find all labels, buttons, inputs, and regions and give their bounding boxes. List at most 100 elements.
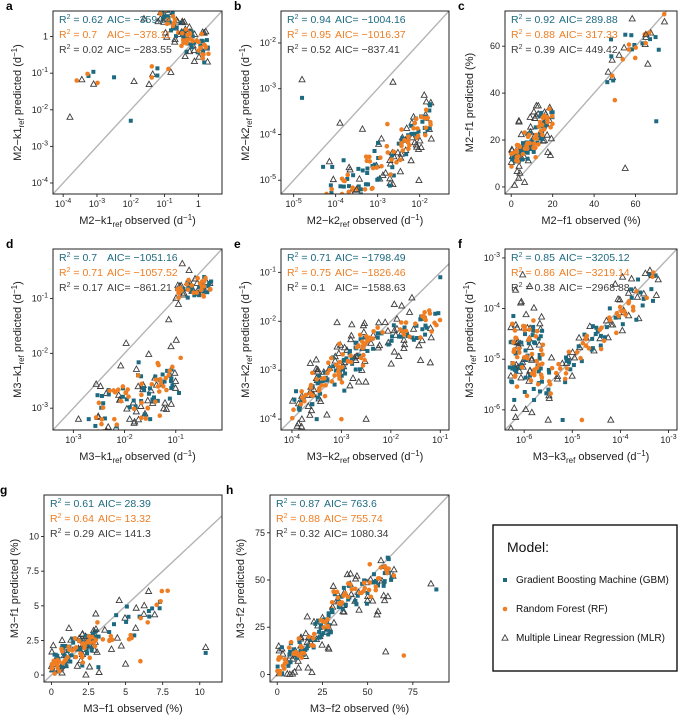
point-mlr xyxy=(134,382,142,390)
point-gbm xyxy=(365,170,370,175)
point-gbm xyxy=(114,613,119,618)
panel-label: e xyxy=(234,237,241,251)
point-mlr xyxy=(91,609,100,617)
point-mlr xyxy=(627,274,636,282)
point-rf xyxy=(549,365,555,371)
point-gbm xyxy=(390,153,395,158)
point-rf xyxy=(155,360,161,366)
point-gbm xyxy=(512,397,517,402)
point-gbm xyxy=(532,398,537,403)
point-mlr xyxy=(415,341,423,349)
point-mlr xyxy=(644,59,652,67)
legend-marker-mlr xyxy=(501,633,509,641)
point-mlr xyxy=(140,601,148,609)
point-mlr xyxy=(660,0,666,4)
point-gbm xyxy=(420,119,425,124)
point-rf xyxy=(514,384,520,389)
point-gbm xyxy=(170,11,175,15)
x-tick-label: 0 xyxy=(49,687,54,697)
point-gbm xyxy=(611,78,616,83)
panel-h: 00 25 25 50 50 75 75 M3−f2 observed (%) M3−f2 pr… xyxy=(226,483,450,715)
point-rf xyxy=(336,373,342,378)
point-gbm xyxy=(366,182,371,187)
point-gbm xyxy=(349,357,354,362)
point-rf xyxy=(425,115,431,121)
point-gbm xyxy=(630,47,635,52)
point-gbm xyxy=(69,653,74,658)
point-gbm xyxy=(288,649,293,654)
point-rf xyxy=(513,335,518,341)
x-tick-label: 10-6 xyxy=(516,434,532,445)
point-mlr xyxy=(528,354,536,362)
point-mlr xyxy=(167,399,176,407)
point-rf xyxy=(520,323,526,329)
point-rf xyxy=(630,304,636,310)
point-gbm xyxy=(331,364,336,369)
point-gbm xyxy=(150,397,155,402)
point-rf xyxy=(361,343,366,348)
panel-f: 10-6 10-6 10-5 10-5 10-4 10-4 10-3 10-3 M3−k3ref… xyxy=(458,237,678,465)
plot-frame xyxy=(280,10,450,195)
point-rf xyxy=(553,370,559,376)
point-mlr xyxy=(318,640,326,648)
point-mlr xyxy=(143,0,149,5)
point-gbm xyxy=(319,632,324,637)
point-rf xyxy=(391,149,397,155)
point-rf xyxy=(367,580,373,585)
legend-label-mlr: Multiple Linear Regression (MLR) xyxy=(516,633,665,644)
point-rf xyxy=(310,370,315,376)
point-rf xyxy=(346,189,352,194)
point-rf xyxy=(531,141,537,146)
point-gbm xyxy=(519,340,524,345)
x-tick-label: 10-2 xyxy=(412,198,428,209)
x-tick-label: 10-1 xyxy=(156,198,172,209)
legend: Model: Gradient Boosting Machine (GBM) Ran… xyxy=(492,524,678,672)
point-mlr xyxy=(521,405,530,413)
point-gbm xyxy=(398,334,403,339)
point-rf xyxy=(415,133,421,139)
point-gbm xyxy=(102,416,107,421)
point-gbm xyxy=(329,607,334,612)
point-gbm xyxy=(632,42,637,47)
x-tick-label: 1 xyxy=(196,199,201,209)
point-gbm xyxy=(424,325,429,330)
point-rf xyxy=(580,340,586,346)
point-mlr xyxy=(608,55,616,63)
point-mlr xyxy=(545,394,554,401)
point-rf xyxy=(514,149,520,155)
point-rf xyxy=(534,328,540,334)
point-gbm xyxy=(530,333,535,338)
point-gbm xyxy=(333,368,338,373)
point-gbm xyxy=(309,402,314,407)
point-mlr xyxy=(190,46,199,54)
point-rf xyxy=(112,390,118,395)
panel-a: 10-410-410-310-310-210-210-110-111M2−k1r… xyxy=(6,0,223,229)
point-gbm xyxy=(648,37,653,42)
point-mlr xyxy=(162,405,171,412)
point-mlr xyxy=(360,328,368,335)
point-rf xyxy=(527,327,532,332)
point-mlr xyxy=(390,300,399,308)
point-mlr xyxy=(181,52,189,60)
point-mlr xyxy=(185,22,194,30)
r2-gbm: R2 = 0.87 xyxy=(276,498,320,510)
y-tick-label: 10-5 xyxy=(484,353,500,364)
point-rf xyxy=(80,641,86,646)
point-gbm xyxy=(510,157,515,162)
point-rf xyxy=(511,347,517,352)
point-gbm xyxy=(579,359,584,364)
point-mlr xyxy=(303,612,312,620)
point-rf xyxy=(143,416,149,421)
point-rf xyxy=(376,576,382,581)
point-gbm xyxy=(178,20,183,25)
point-mlr xyxy=(607,415,615,423)
y-tick-label: 75 xyxy=(255,528,265,538)
point-rf xyxy=(199,31,204,37)
y-tick-label: 25 xyxy=(255,622,265,632)
point-rf xyxy=(300,394,306,400)
point-mlr xyxy=(143,5,149,10)
point-mlr xyxy=(390,565,398,573)
point-rf xyxy=(348,582,353,587)
r2-mlr: R2 = 0.39 xyxy=(511,44,555,56)
